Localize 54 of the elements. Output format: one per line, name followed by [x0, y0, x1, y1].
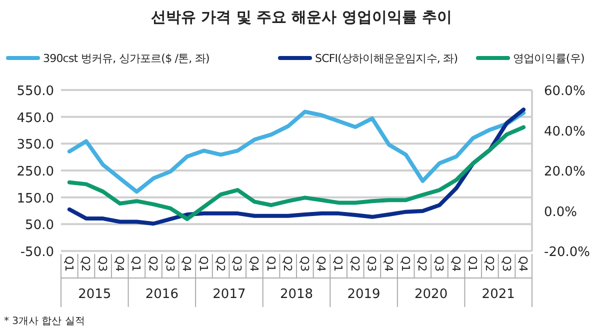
y-tick-label: 450.0 — [16, 110, 54, 126]
y2-tick-label: 20.0% — [544, 164, 586, 180]
x-tick-label: Q1 — [398, 256, 412, 272]
y2-tick-label: -20.0% — [544, 245, 590, 260]
x-tick-label: Q3 — [432, 256, 446, 272]
legend-label: 영업이익률(우) — [513, 52, 584, 65]
x-tick-label: Q4 — [180, 256, 194, 272]
text: 2019 — [347, 287, 380, 302]
text: 2015 — [78, 287, 112, 302]
x-tick-label: Q1 — [196, 256, 210, 272]
text: 2021 — [482, 287, 515, 302]
x-tick-label: Q4 — [449, 256, 462, 272]
x-tick-label: Q3 — [230, 256, 244, 272]
x-tick-label: Q2 — [348, 256, 362, 272]
x-tick-label: Q3 — [365, 256, 378, 272]
x-tick-label: Q4 — [314, 256, 328, 272]
x-tick-label: Q2 — [146, 256, 160, 272]
x-tick-label: Q3 — [500, 256, 513, 272]
x-tick-label: Q3 — [163, 256, 176, 272]
x-tick-label: Q2 — [281, 256, 294, 272]
x-tick-label: Q3 — [96, 256, 110, 272]
text: 2018 — [280, 287, 314, 302]
x-tick-label: Q1 — [130, 256, 143, 272]
y2-tick-label: 40.0% — [544, 124, 586, 140]
legend-label: SCFI(상하이해운운임지수, 좌) — [315, 52, 458, 65]
x-tick-label: Q4 — [516, 256, 530, 272]
y2-tick-label: 60.0% — [544, 84, 586, 99]
y-tick-label: -50.0 — [20, 245, 54, 260]
x-tick-label: Q1 — [264, 256, 278, 272]
y-tick-label: 250.0 — [16, 164, 54, 180]
y-tick-label: 550.0 — [16, 84, 54, 99]
x-tick-label: Q1 — [466, 256, 480, 272]
x-tick-label: Q2 — [482, 256, 496, 272]
text: 2016 — [145, 287, 178, 302]
y2-tick-label: 0.0% — [544, 204, 578, 220]
x-tick-label: Q4 — [112, 256, 126, 272]
line-series — [67, 110, 526, 194]
y-tick-label: 150.0 — [16, 191, 54, 206]
x-tick-label: Q1 — [332, 256, 345, 272]
y-tick-label: 350.0 — [16, 138, 54, 153]
x-tick-label: Q3 — [298, 256, 311, 272]
line-series — [67, 125, 526, 221]
text: 2020 — [414, 287, 448, 302]
x-tick-label: Q4 — [382, 256, 396, 272]
text: * 3개사 합산 실적 — [4, 316, 85, 327]
x-tick-label: Q2 — [79, 256, 92, 272]
text: 2017 — [212, 287, 246, 302]
x-tick-label: Q2 — [214, 256, 227, 272]
x-tick-label: Q2 — [416, 256, 429, 272]
chart-title: 선박유 가격 및 주요 해운사 영업이익률 추이 — [150, 8, 452, 26]
x-tick-label: Q4 — [247, 256, 260, 272]
legend-label: 390cst 벙커유, 싱가포르($ /톤, 좌) — [43, 52, 210, 65]
y-tick-label: 50.0 — [25, 218, 54, 234]
x-tick-label: Q1 — [62, 256, 76, 272]
